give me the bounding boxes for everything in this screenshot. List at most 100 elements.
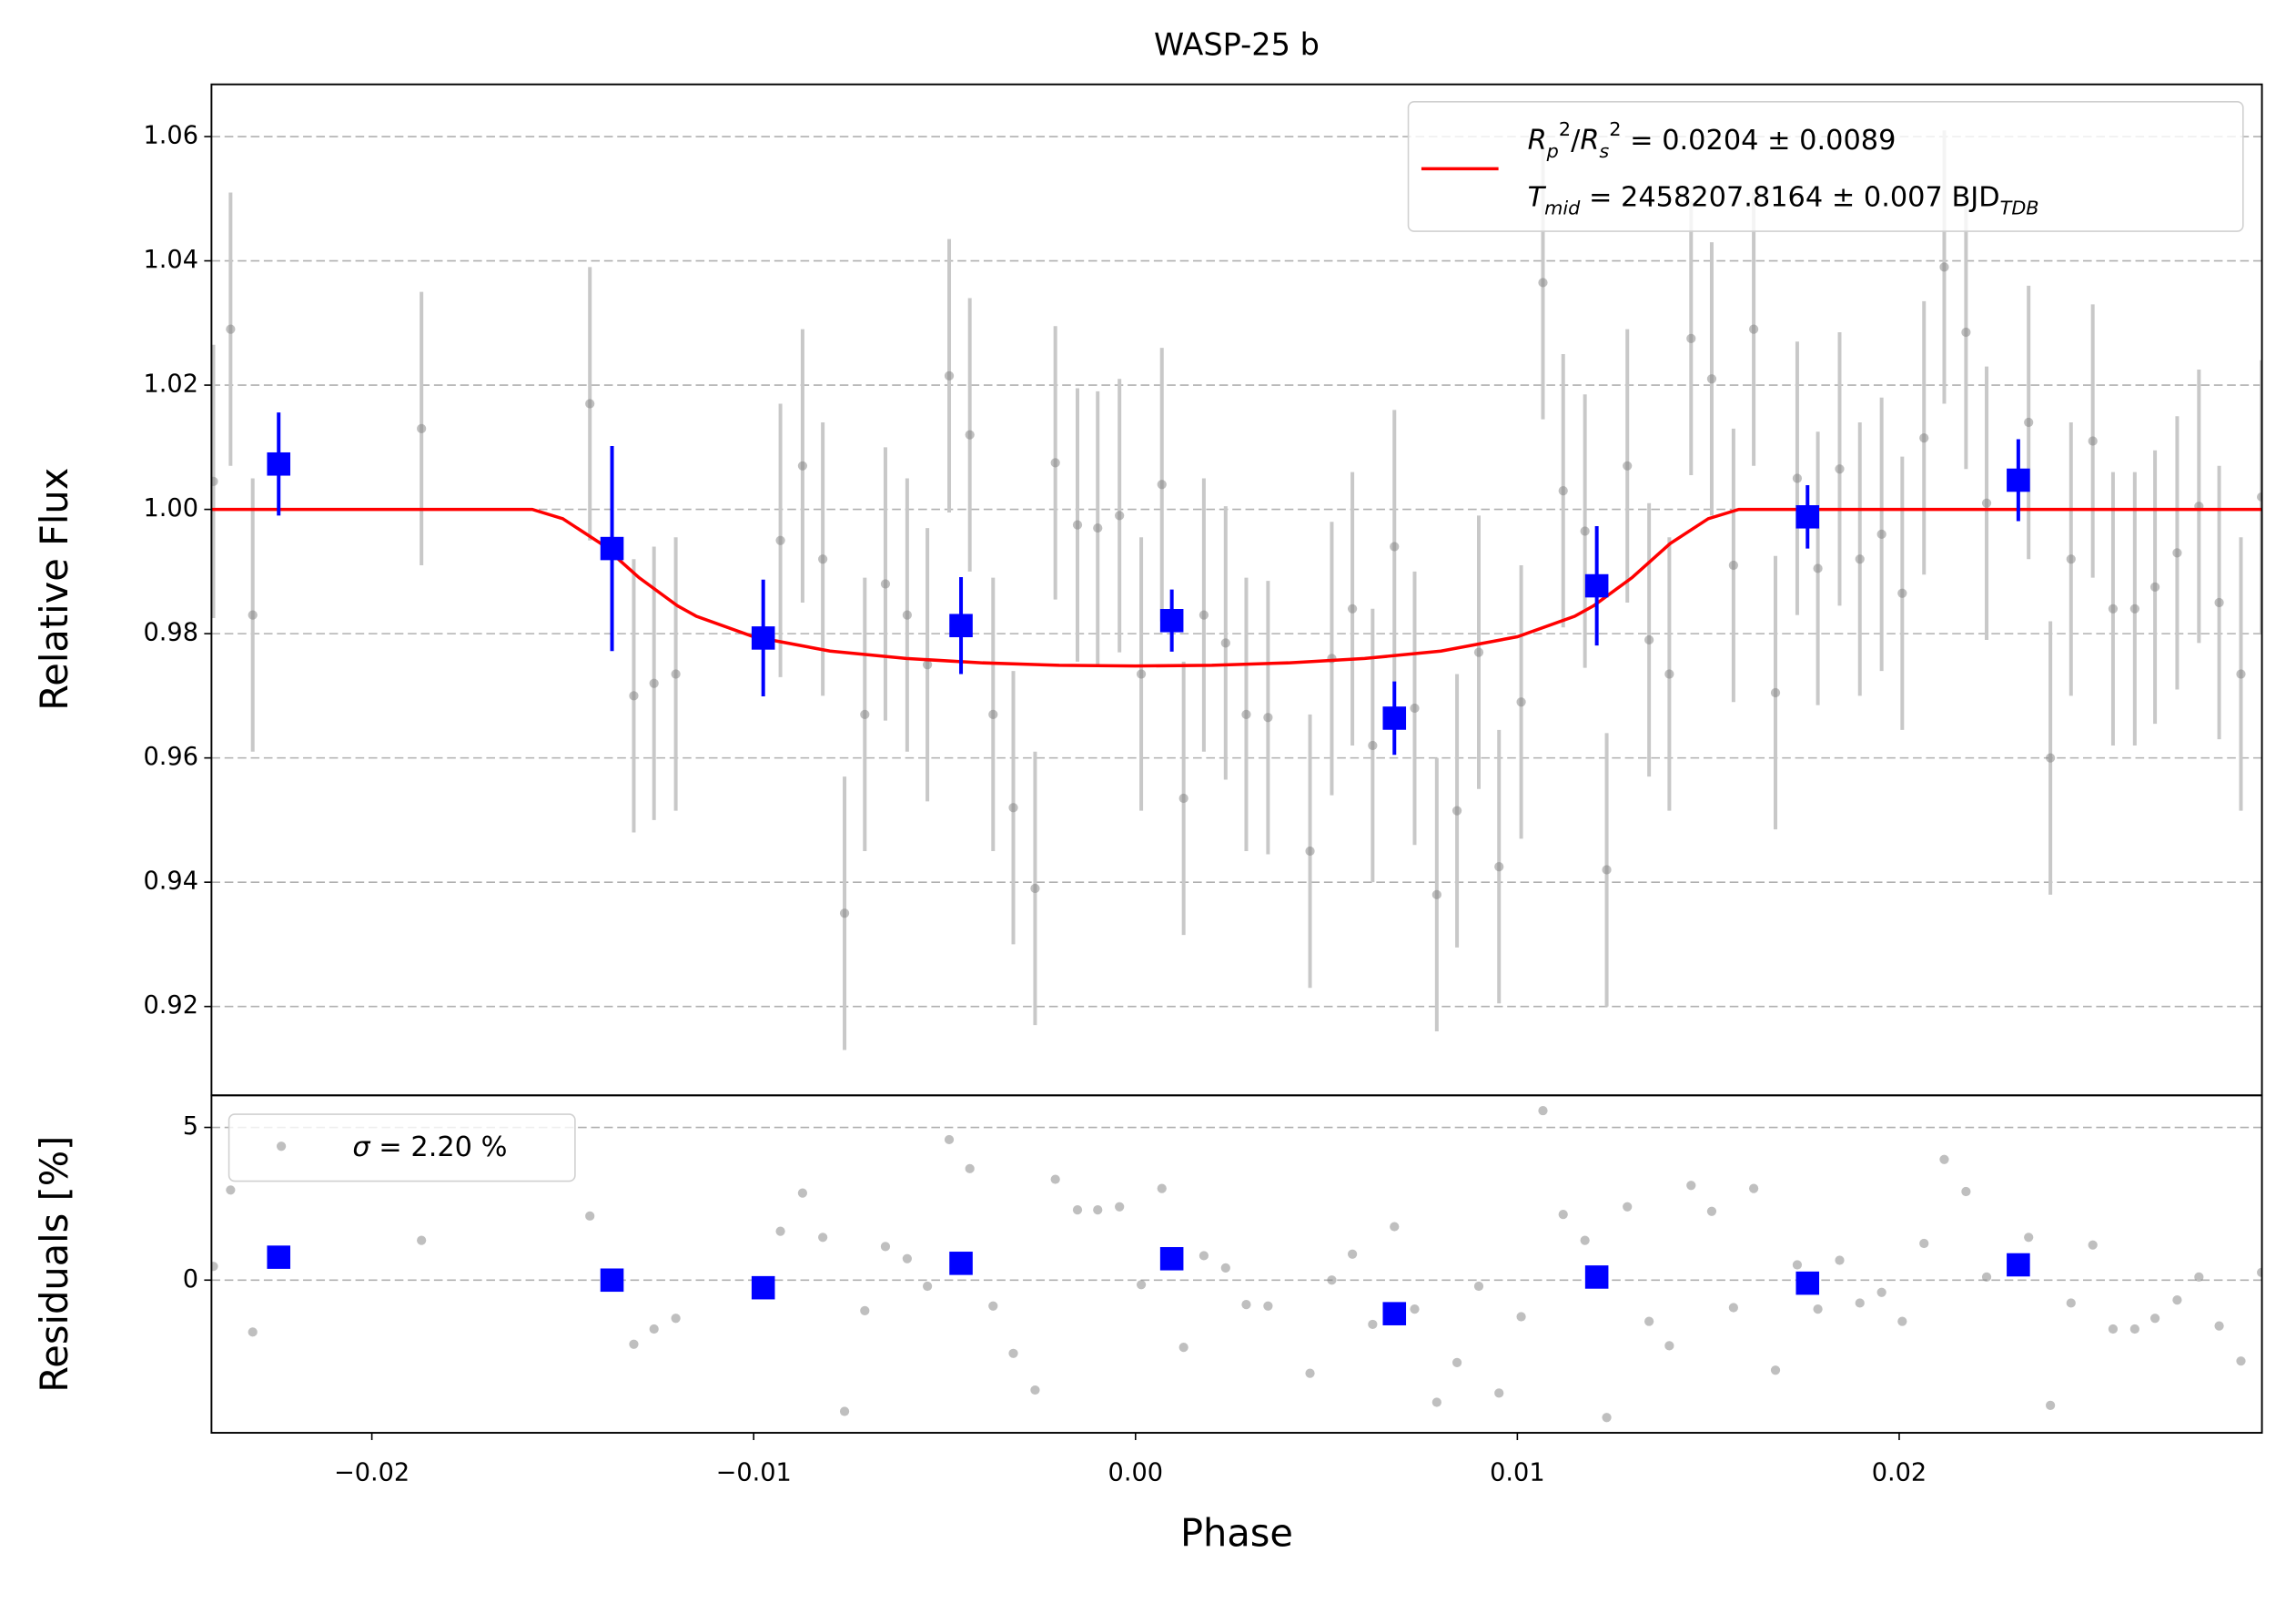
data-point [1792,1260,1803,1270]
y-tick-label: 0 [183,1265,198,1294]
data-point [1199,610,1209,620]
x-tick-label: 0.02 [1872,1458,1927,1486]
y-tick-label: 1.00 [144,494,198,522]
data-point [1602,865,1612,875]
data-point [1961,327,1971,338]
data-point [417,423,427,433]
data-point [1241,709,1251,719]
legend-text-part: 2 [1609,118,1621,140]
binned-point [1795,504,1820,529]
data-point [1030,1385,1040,1395]
data-point [860,1305,870,1315]
data-point [2088,1240,2098,1250]
data-point [797,461,808,471]
data-point [2149,1314,2160,1324]
legend-text-part: σ [352,1131,371,1162]
axes: 0.92 0.94 0.96 0.98 1.00 1.02 1.04 1.06 Rp2/Rs2 … [144,83,2263,1486]
legend-label: σ = 2.20 % [352,1131,507,1162]
data-point [1390,542,1400,552]
data-point [671,669,681,679]
data-point [1939,262,1949,272]
data-point [1494,861,1504,872]
data-point [922,660,933,670]
legend-text-part: s [1599,140,1609,162]
binned-point [267,1245,291,1269]
binned-point [1584,1265,1609,1289]
data-point [2024,417,2034,428]
legend-text-part: / [1571,125,1581,157]
data-point [1347,1249,1358,1259]
data-point [1072,1204,1083,1215]
data-point [629,1339,639,1349]
data-point [1580,526,1590,536]
data-point [1305,846,1315,857]
data-point [1115,1202,1125,1212]
data-point [1835,464,1845,474]
data-point [1919,1238,1929,1249]
data-point [1093,1204,1103,1215]
data-point [1981,498,1992,508]
data-point [2108,604,2119,614]
data-point [1770,687,1781,698]
data-point [1327,1275,1337,1285]
data-point [1008,803,1018,813]
data-point [1644,634,1654,645]
data-point [1897,1316,1907,1326]
data-point [1813,1304,1823,1314]
binned-point [751,626,775,650]
data-point [1072,520,1083,530]
data-point [226,324,236,334]
binned-point [1382,1302,1407,1325]
data-point [649,678,659,688]
data-point [1451,1357,1462,1367]
x-tick-label: 0.00 [1108,1458,1163,1486]
legend-text-part: mid [1544,197,1581,218]
data-point [860,709,870,719]
binned-point [267,451,291,476]
data-point [1728,1303,1738,1313]
data-point [2088,436,2098,446]
data-point [1030,883,1040,894]
data-point [1728,560,1738,571]
data-point [1368,740,1378,751]
axes-frame [210,83,2263,1097]
top-plot-area [211,130,2262,1050]
data-point [1835,1255,1845,1265]
data-point [1220,1263,1230,1273]
data-point [2149,582,2160,593]
legend-label: Tmid = 2458207.8164 ± 0.007 BJDTDB [1528,181,2039,219]
y-axis-label: Relative Flux [32,468,76,711]
data-point [1093,522,1103,533]
data-point [2129,1324,2139,1334]
y-tick-label: 1.02 [144,370,198,399]
x-tick-label: −0.01 [716,1458,792,1486]
legend-text-part: T [1528,181,1547,213]
data-point [1263,1301,1273,1311]
y-axis-label: Residuals [%] [32,1136,76,1393]
data-point [1136,669,1147,679]
data-point [1686,1181,1696,1191]
data-point [1748,324,1759,334]
data-point [1939,1154,1949,1164]
data-point [818,1233,828,1243]
y-tick-label: 1.04 [144,246,198,274]
data-point [1706,374,1717,384]
data-point [1178,793,1188,804]
binned-point [1382,706,1407,730]
data-point [902,610,912,620]
data-point [1813,563,1823,573]
data-point [1770,1365,1781,1375]
data-point [1981,1272,1992,1283]
legend-text-part: = 2.20 % [370,1131,508,1162]
data-point [902,1253,912,1263]
data-point [880,579,891,589]
axes-frame [210,1094,2263,1434]
legend-text-part: TDB [2000,197,2039,218]
data-point [2066,1298,2076,1308]
data-point [1473,647,1484,657]
data-point [1897,588,1907,598]
legend-text-part: R [1580,125,1599,157]
data-point [2236,669,2246,679]
legend-label: Rp2/Rs2 = 0.0204 ± 0.0089 [1528,118,1896,162]
